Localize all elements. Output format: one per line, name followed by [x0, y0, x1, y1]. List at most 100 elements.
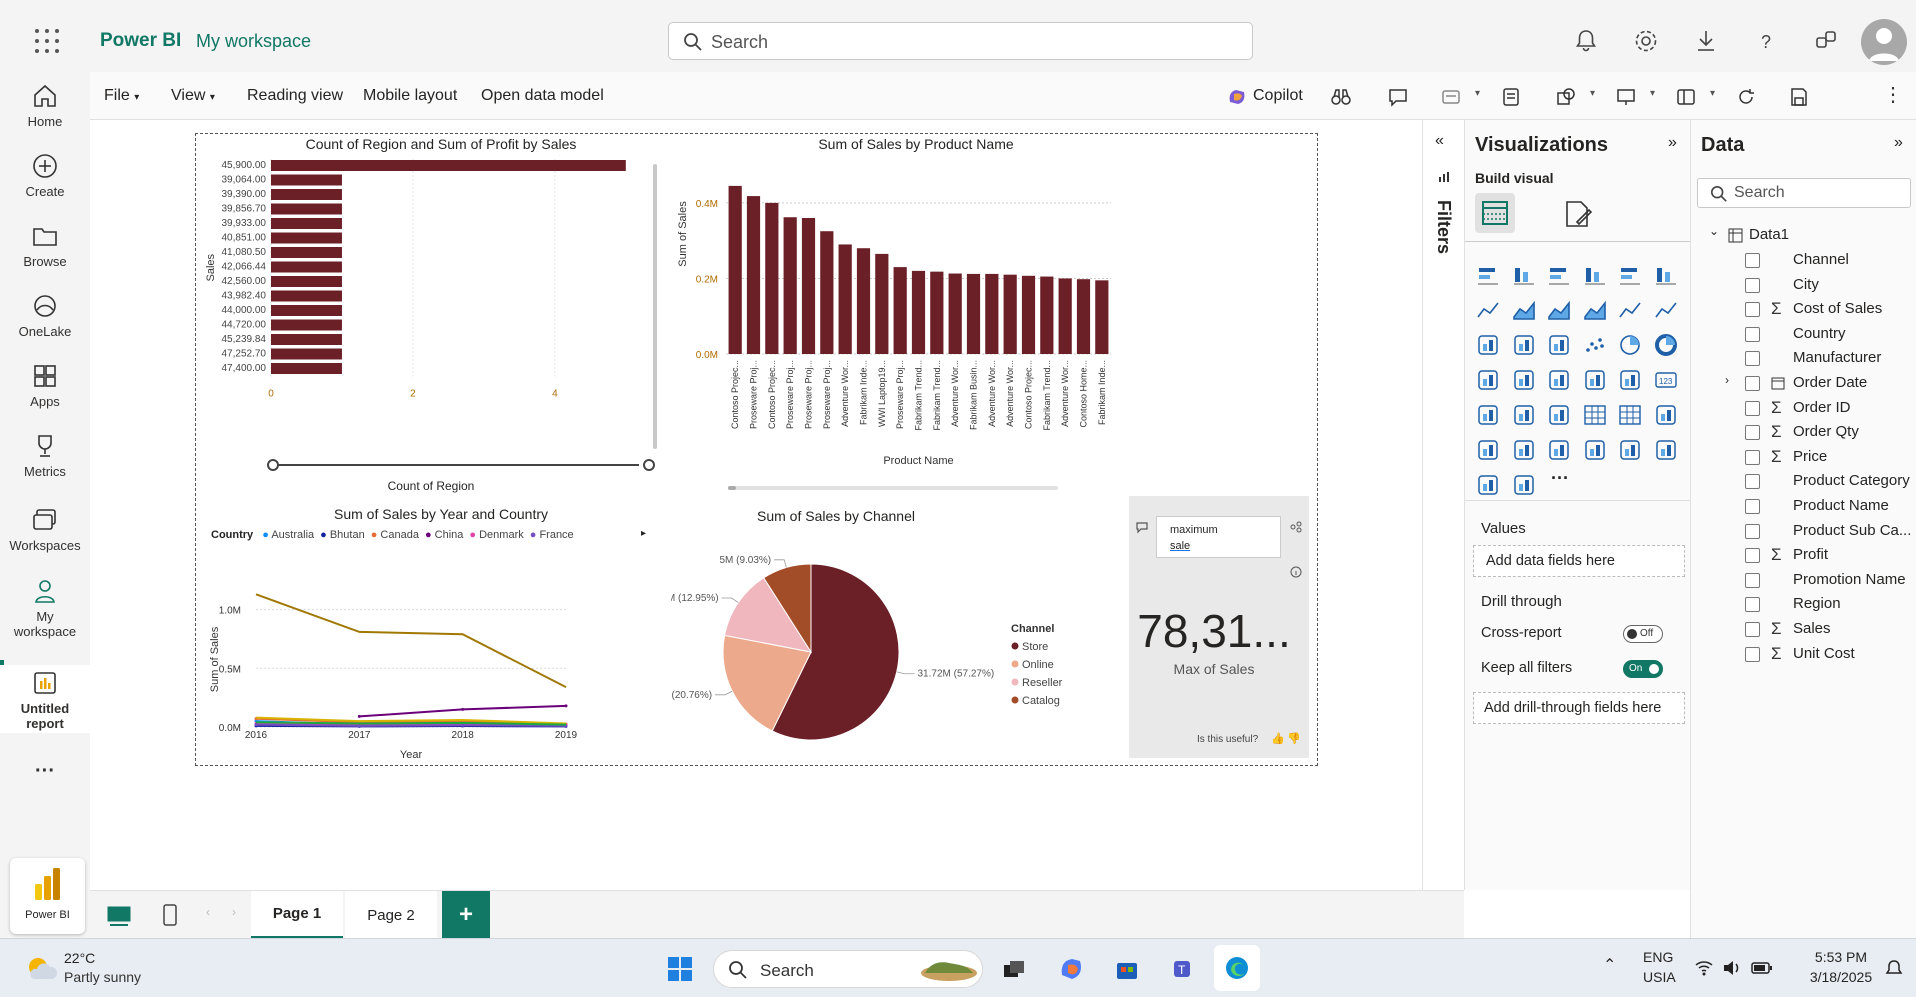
download-icon[interactable] — [1693, 28, 1719, 54]
field-row[interactable]: Σ Order Qty — [1691, 419, 1916, 447]
waterfall-visual-icon[interactable] — [1511, 332, 1537, 358]
table-visual-icon[interactable] — [1582, 402, 1608, 428]
wifi-icon[interactable] — [1694, 959, 1714, 977]
line-visual-icon[interactable] — [1475, 297, 1501, 323]
legend-item[interactable]: ● China — [425, 529, 463, 541]
treemap-visual-icon[interactable] — [1475, 367, 1501, 393]
stacked-column-visual-icon[interactable] — [1511, 262, 1537, 288]
subscribe-icon[interactable] — [1440, 86, 1462, 108]
copilot-taskbar-icon[interactable] — [1058, 955, 1086, 983]
field-row[interactable]: Manufacturer — [1691, 345, 1916, 373]
present-icon[interactable] — [1615, 86, 1637, 108]
clock-time[interactable]: 5:53 PM — [1814, 949, 1868, 965]
volume-icon[interactable] — [1722, 959, 1742, 977]
nav-untitled-report[interactable]: Untitled report — [0, 665, 90, 733]
field-checkbox[interactable] — [1745, 400, 1760, 416]
previous-page-icon[interactable]: ‹ — [206, 905, 210, 919]
legend-item[interactable]: ● France — [530, 529, 574, 541]
copilot-button[interactable]: Copilot — [1253, 87, 1303, 104]
chevron-down-icon[interactable]: ▾ — [1710, 88, 1716, 99]
q-and-a-card[interactable]: maximum sale 78,31... Max of Sales Is th… — [1129, 496, 1309, 758]
100-column-visual-icon[interactable] — [1653, 262, 1679, 288]
nav-home[interactable]: Home — [0, 82, 90, 129]
reading-view-button[interactable]: Reading view — [247, 87, 344, 104]
pie-visual-icon[interactable] — [1617, 332, 1643, 358]
field-row[interactable]: › Order Date — [1691, 370, 1916, 398]
bell-icon[interactable] — [1573, 28, 1599, 54]
clustered-bar-visual-icon[interactable] — [1546, 262, 1572, 288]
layout-icon[interactable] — [1675, 86, 1697, 108]
field-checkbox[interactable] — [1745, 326, 1760, 342]
language-line-1[interactable]: ENG — [1643, 949, 1674, 965]
donut-visual-icon[interactable] — [1653, 332, 1679, 358]
data-search-input[interactable]: Search — [1697, 178, 1911, 208]
language-line-2[interactable]: USIA — [1643, 969, 1676, 985]
vertical-scrollbar[interactable] — [653, 164, 657, 449]
report-image-visual-icon[interactable] — [1617, 437, 1643, 463]
smart-narrative-visual-icon[interactable] — [1511, 437, 1537, 463]
teams-icon[interactable]: T — [1168, 955, 1196, 983]
chevron-down-icon[interactable]: ▾ — [1475, 88, 1481, 99]
line-clustered-visual-icon[interactable] — [1653, 297, 1679, 323]
notification-bell-icon[interactable] — [1884, 959, 1904, 979]
comment-icon[interactable] — [1387, 86, 1409, 108]
save-icon[interactable] — [1788, 86, 1810, 108]
nav-metrics[interactable]: Metrics — [0, 432, 90, 479]
field-row[interactable]: Product Name — [1691, 493, 1916, 521]
nav-onelake[interactable]: OneLake — [0, 292, 90, 339]
system-tray-chevron-icon[interactable]: ⌃ — [1603, 957, 1617, 974]
nav-create[interactable]: Create — [0, 152, 90, 199]
key-influencers-visual-icon[interactable] — [1475, 437, 1501, 463]
nav-browse[interactable]: Browse — [0, 222, 90, 269]
view-menu[interactable]: View ▾ — [171, 87, 215, 105]
legend-item[interactable]: ● Denmark — [469, 529, 523, 541]
line-chart-sales[interactable]: 1.0M 0.5M 0.0M 2016 2017 2018 2019 Sum of Sales… — [196, 544, 671, 764]
gauge-visual-icon[interactable] — [1617, 367, 1643, 393]
table-row-data1[interactable]: ⌄ Data1 — [1691, 222, 1916, 250]
thumbs-down-icon[interactable]: 👎 — [1287, 733, 1301, 745]
metrics-visual-icon[interactable] — [1582, 437, 1608, 463]
gear-icon[interactable] — [1633, 28, 1659, 54]
user-avatar[interactable] — [1861, 19, 1907, 65]
100-bar-visual-icon[interactable] — [1617, 262, 1643, 288]
horizontal-scrollbar[interactable] — [728, 486, 1058, 490]
comment-icon[interactable] — [1135, 520, 1149, 534]
map-visual-icon[interactable] — [1511, 367, 1537, 393]
field-row[interactable]: Σ Sales — [1691, 616, 1916, 644]
field-row[interactable]: Σ Order ID — [1691, 395, 1916, 423]
nav-apps[interactable]: Apps — [0, 362, 90, 409]
field-checkbox[interactable] — [1745, 351, 1760, 367]
field-checkbox[interactable] — [1745, 597, 1760, 613]
more-visuals-button[interactable]: ··· — [1551, 468, 1569, 488]
field-checkbox[interactable] — [1745, 622, 1760, 637]
field-checkbox[interactable] — [1745, 302, 1760, 318]
tab-page-2[interactable]: Page 2 — [345, 891, 437, 939]
file-menu[interactable]: File ▾ — [104, 87, 139, 105]
mobile-layout-button[interactable]: Mobile layout — [363, 87, 458, 104]
range-handle-left[interactable] — [267, 459, 279, 471]
line-column-visual-icon[interactable] — [1617, 297, 1643, 323]
field-checkbox[interactable] — [1745, 646, 1760, 662]
battery-icon[interactable] — [1751, 960, 1773, 976]
taskbar-search[interactable]: Search — [713, 950, 983, 988]
stacked-area-visual-icon[interactable] — [1546, 297, 1572, 323]
clustered-column-visual-icon[interactable] — [1582, 262, 1608, 288]
stacked-bar-visual-icon[interactable] — [1475, 262, 1501, 288]
bar-chart-region[interactable]: 0 2 4 45,900.00 39,064.00 39,390.00 39,856.70 3… — [196, 154, 676, 499]
brand-link[interactable]: Power BI — [100, 30, 182, 51]
field-checkbox[interactable] — [1745, 499, 1760, 514]
field-row[interactable]: City — [1691, 272, 1916, 300]
power-apps-visual-icon[interactable] — [1475, 472, 1501, 498]
filters-pane[interactable]: « Filters — [1422, 120, 1464, 890]
ribbon-visual-icon[interactable] — [1475, 332, 1501, 358]
more-options-button[interactable]: ··· — [35, 760, 55, 782]
thumbs-up-icon[interactable]: 👍 — [1271, 733, 1285, 745]
legend-item[interactable]: ● Canada — [371, 529, 419, 541]
field-row[interactable]: Country — [1691, 321, 1916, 349]
field-checkbox[interactable] — [1745, 474, 1760, 490]
field-row[interactable]: Region — [1691, 591, 1916, 619]
windows-start-icon[interactable] — [666, 955, 694, 983]
task-view-icon[interactable] — [1000, 955, 1028, 983]
field-row[interactable]: Σ Price — [1691, 444, 1916, 472]
paginated-visual-icon[interactable] — [1546, 437, 1572, 463]
